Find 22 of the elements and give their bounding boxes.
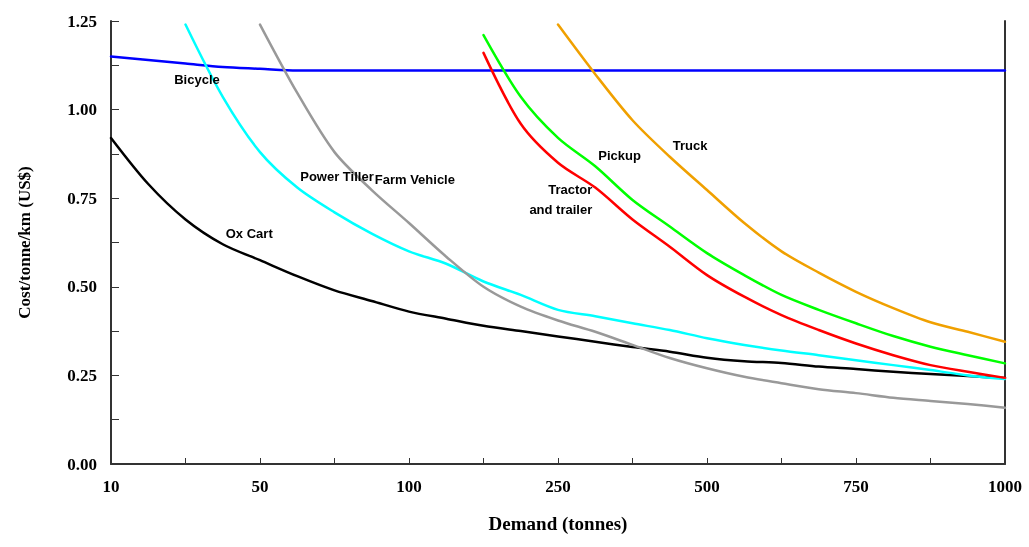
y-tick-label: 0.25 xyxy=(67,365,97,385)
x-axis-title: Demand (tonnes) xyxy=(488,513,628,535)
x-tick-label: 50 xyxy=(251,477,269,496)
y-tick-label: 1.00 xyxy=(67,100,97,120)
series-label: Ox Cart xyxy=(225,225,274,241)
y-tick-label: 0.00 xyxy=(67,454,97,474)
series-label: Tractor and trailer xyxy=(529,182,593,218)
series-label: Truck xyxy=(672,138,709,154)
x-tick-label: 1000 xyxy=(988,477,1022,496)
line-series xyxy=(109,55,1007,72)
x-tick-label: 250 xyxy=(545,477,571,496)
x-tick-label: 100 xyxy=(396,477,422,496)
series-label: Power Tiller xyxy=(300,169,374,185)
y-axis-title: Cost/tonne/km (US$) xyxy=(15,166,34,319)
y-tick-label: 1.25 xyxy=(67,11,97,31)
series-label: Pickup xyxy=(598,147,641,163)
x-tick-label: 10 xyxy=(102,477,120,496)
series-label: Farm Vehicle xyxy=(374,171,455,187)
x-tick-label: 500 xyxy=(694,477,720,496)
y-tick-label: 0.75 xyxy=(67,188,97,208)
x-tick-label: 750 xyxy=(843,477,869,496)
y-tick-label: 0.50 xyxy=(67,277,97,297)
